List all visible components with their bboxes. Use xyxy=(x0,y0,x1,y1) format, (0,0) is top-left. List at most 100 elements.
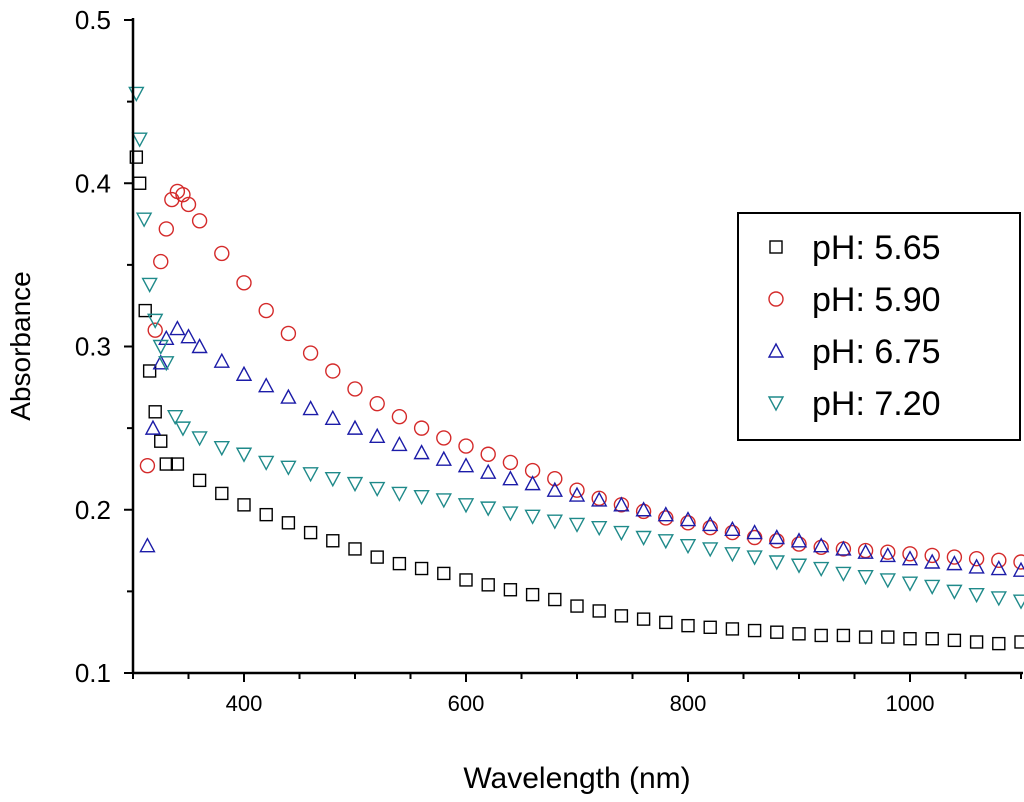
data-point xyxy=(614,609,629,623)
data-point xyxy=(635,503,652,520)
data-point xyxy=(568,517,586,533)
data-point xyxy=(502,506,519,522)
data-point xyxy=(813,537,830,553)
data-point xyxy=(180,196,197,213)
x-tick-label: 800 xyxy=(670,691,707,716)
data-point xyxy=(769,533,785,549)
x-tick-label: 1000 xyxy=(886,691,935,716)
data-point xyxy=(191,213,208,229)
data-point xyxy=(613,497,630,513)
data-point xyxy=(175,186,191,203)
data-point xyxy=(167,409,184,426)
data-point xyxy=(991,552,1007,569)
data-point xyxy=(680,515,696,531)
data-point xyxy=(524,509,541,525)
data-point xyxy=(547,471,563,487)
data-point xyxy=(924,547,940,564)
data-point xyxy=(213,441,230,457)
data-point xyxy=(724,520,741,537)
data-point xyxy=(391,408,408,425)
data-point xyxy=(159,457,174,471)
data-point xyxy=(152,339,169,355)
data-point xyxy=(258,377,275,393)
data-point xyxy=(770,625,784,639)
x-axis-label: Wavelength (nm) xyxy=(463,762,690,795)
data-point xyxy=(280,460,297,476)
data-point xyxy=(144,419,162,435)
data-point xyxy=(214,245,230,262)
data-point xyxy=(1012,561,1024,577)
data-point xyxy=(457,457,475,473)
data-point xyxy=(481,578,495,592)
data-point xyxy=(1013,554,1024,570)
data-point xyxy=(901,550,919,566)
data-point xyxy=(814,628,828,643)
data-point xyxy=(790,532,808,548)
legend-box xyxy=(737,212,1021,441)
data-point xyxy=(768,529,785,545)
y-tick-label: 0.3 xyxy=(75,332,111,362)
data-point xyxy=(191,338,208,354)
data-point xyxy=(139,457,156,474)
data-point xyxy=(213,352,230,368)
data-point xyxy=(990,560,1007,576)
data-point xyxy=(725,622,740,636)
data-point xyxy=(746,550,763,566)
data-point xyxy=(169,320,186,336)
data-point xyxy=(369,395,385,412)
data-point xyxy=(324,409,341,426)
data-point xyxy=(857,569,874,586)
data-point xyxy=(348,542,362,556)
data-point xyxy=(968,558,985,574)
data-point xyxy=(879,573,896,589)
data-point xyxy=(902,546,918,562)
data-point xyxy=(659,615,673,630)
data-point xyxy=(413,444,430,460)
data-point xyxy=(724,524,741,541)
data-point xyxy=(813,561,830,577)
data-point xyxy=(132,176,147,190)
data-point xyxy=(679,511,697,527)
data-point xyxy=(346,419,364,435)
data-point xyxy=(880,544,896,560)
data-point xyxy=(1012,594,1024,610)
data-point xyxy=(881,630,895,644)
data-point xyxy=(139,537,156,553)
data-point xyxy=(391,486,408,502)
data-point xyxy=(326,534,340,548)
data-point xyxy=(152,354,169,370)
data-point xyxy=(592,604,606,618)
data-point xyxy=(259,507,273,522)
data-point xyxy=(147,313,164,329)
data-point xyxy=(435,493,452,509)
data-point xyxy=(901,576,919,592)
data-point xyxy=(302,345,319,361)
data-point xyxy=(925,632,939,646)
data-point xyxy=(835,566,852,582)
data-point xyxy=(792,627,806,641)
data-point xyxy=(391,435,408,452)
data-point xyxy=(236,275,252,291)
data-point xyxy=(138,303,152,318)
data-point xyxy=(946,549,963,565)
data-point xyxy=(191,431,208,447)
data-point xyxy=(142,364,157,378)
data-point xyxy=(347,381,363,397)
data-point xyxy=(569,482,585,498)
data-point xyxy=(480,463,497,479)
data-point xyxy=(280,388,297,404)
data-point xyxy=(968,587,985,604)
data-point xyxy=(503,583,518,597)
data-point xyxy=(635,501,652,517)
data-point xyxy=(369,481,386,498)
y-tick-label: 0.5 xyxy=(75,5,111,35)
y-tick-label: 0.2 xyxy=(75,495,111,525)
data-point xyxy=(480,501,497,517)
data-point xyxy=(968,551,985,567)
data-point xyxy=(790,558,808,574)
x-tick-label: 600 xyxy=(448,691,485,716)
data-point xyxy=(548,592,562,607)
data-point xyxy=(141,277,158,293)
data-point xyxy=(947,633,962,648)
data-point xyxy=(546,481,563,497)
